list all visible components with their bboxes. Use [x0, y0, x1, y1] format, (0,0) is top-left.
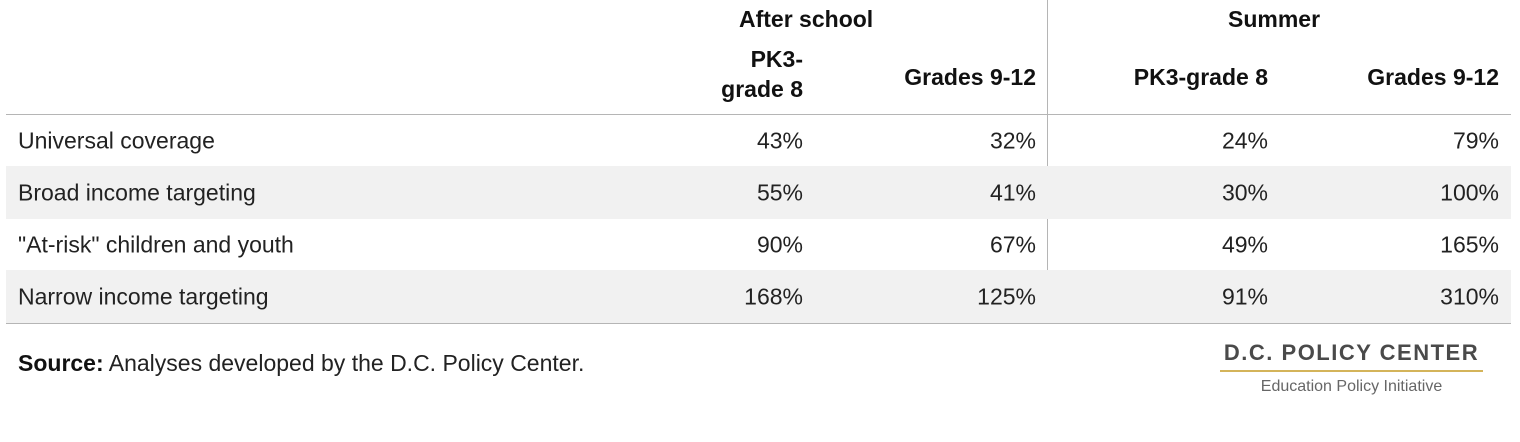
source-note: Source: Analyses developed by the D.C. P… [18, 350, 584, 377]
cell: 49% [1221, 231, 1268, 257]
row-label: "At-risk" children and youth [18, 231, 294, 257]
cell: 43% [756, 127, 803, 153]
table-bottom-rule [6, 323, 1511, 324]
logo-title: D.C. POLICY CENTER [1223, 340, 1480, 365]
source-text: Analyses developed by the D.C. Policy Ce… [103, 350, 585, 376]
logo-subtitle: Education Policy Initiative [1260, 378, 1443, 395]
cell: 91% [1221, 283, 1268, 309]
group-header-row: After school Summer [6, 0, 1511, 40]
cell: 79% [1452, 127, 1499, 153]
table-row: Broad income targeting 55% 41% 30% 100% [6, 166, 1511, 219]
group-after-school: After school [739, 6, 874, 32]
table-row: "At-risk" children and youth 90% 67% 49%… [6, 219, 1511, 270]
dc-policy-center-logo: D.C. POLICY CENTER Education Policy Init… [1214, 340, 1489, 396]
table-row: Narrow income targeting 168% 125% 91% 31… [6, 270, 1511, 323]
cell: 310% [1440, 283, 1499, 309]
group-summer: Summer [1228, 6, 1321, 32]
cell: 41% [989, 179, 1036, 205]
column-divider [1047, 0, 1048, 323]
cell: 24% [1221, 127, 1268, 153]
cell: 168% [744, 283, 803, 309]
table-row: Universal coverage 43% 32% 24% 79% [6, 115, 1511, 166]
col-header-summer-pk3: PK3-grade 8 [1133, 64, 1268, 90]
cell: 100% [1440, 179, 1499, 205]
col-header-summer-912: Grades 9-12 [1367, 64, 1499, 90]
row-label: Narrow income targeting [18, 283, 269, 309]
cell: 165% [1440, 231, 1499, 257]
cell: 32% [989, 127, 1036, 153]
cell: 90% [756, 231, 803, 257]
col-header-after-912: Grades 9-12 [904, 64, 1036, 90]
data-table: After school Summer PK3- grade 8 Grades … [6, 0, 1511, 324]
logo-rule [1220, 370, 1483, 372]
cell: 55% [756, 179, 803, 205]
row-label: Universal coverage [18, 127, 215, 153]
col-header-after-pk3: PK3- grade 8 [721, 46, 803, 102]
column-header-row: PK3- grade 8 Grades 9-12 PK3-grade 8 Gra… [6, 40, 1511, 115]
row-label: Broad income targeting [18, 179, 256, 205]
cell: 125% [977, 283, 1036, 309]
cell: 30% [1221, 179, 1268, 205]
cell: 67% [989, 231, 1036, 257]
source-prefix: Source: [18, 350, 104, 376]
